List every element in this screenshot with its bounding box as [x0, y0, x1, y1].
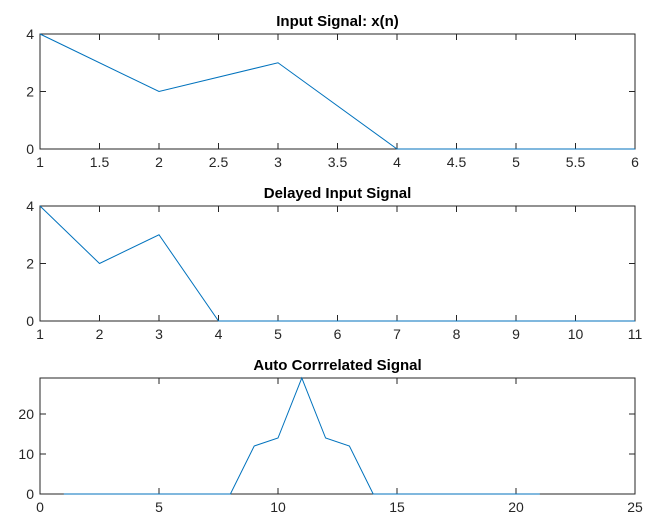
x-tick-label: 4: [215, 326, 223, 342]
y-tick-label: 0: [26, 486, 34, 502]
axes-box: [40, 34, 635, 149]
x-tick-label: 2: [96, 326, 104, 342]
x-tick-label: 0: [36, 499, 44, 515]
x-tick-label: 6: [334, 326, 342, 342]
y-tick-label: 10: [18, 446, 34, 462]
x-tick-label: 2.5: [209, 154, 229, 170]
y-tick-label: 0: [26, 313, 34, 329]
y-tick-label: 2: [26, 256, 34, 272]
axes-box: [40, 378, 635, 494]
x-tick-label: 5: [155, 499, 163, 515]
x-tick-label: 1: [36, 154, 44, 170]
x-tick-label: 2: [155, 154, 163, 170]
x-tick-label: 1: [36, 326, 44, 342]
x-tick-label: 20: [508, 499, 524, 515]
y-tick-label: 4: [26, 198, 34, 214]
y-tick-label: 4: [26, 26, 34, 42]
x-tick-label: 25: [627, 499, 643, 515]
chart-title: Input Signal: x(n): [276, 13, 398, 30]
x-tick-label: 3: [155, 326, 163, 342]
x-tick-label: 9: [512, 326, 520, 342]
x-tick-label: 3: [274, 154, 282, 170]
x-tick-label: 10: [270, 499, 286, 515]
subplot-1: Input Signal: x(n) 1 1.5 2 2.5 3 3.5 4 4.5 5 5.5 6 0…: [26, 13, 639, 170]
y-tick-label: 20: [18, 406, 34, 422]
x-tick-label: 7: [393, 326, 401, 342]
x-tick-label: 3.5: [328, 154, 348, 170]
subplot-3: Auto Corrrelated Signal 0 5 10 15 20 25 0 10 20: [18, 357, 643, 515]
x-tick-label: 8: [453, 326, 461, 342]
y-tick-label: 2: [26, 84, 34, 100]
y-tick-label: 0: [26, 141, 34, 157]
x-tick-label: 5.5: [566, 154, 586, 170]
x-tick-label: 11: [628, 326, 643, 342]
x-tick-label: 1.5: [90, 154, 110, 170]
axes-box: [40, 206, 635, 321]
x-tick-label: 6: [631, 154, 639, 170]
x-tick-label: 15: [389, 499, 405, 515]
subplot-2: Delayed Input Signal 1 2 3 4 5 6 7 8 9 10 11 0 2 4: [26, 185, 642, 342]
x-tick-label: 5: [274, 326, 282, 342]
x-tick-label: 4: [393, 154, 401, 170]
chart-title: Delayed Input Signal: [264, 185, 412, 202]
x-tick-label: 5: [512, 154, 520, 170]
chart-title: Auto Corrrelated Signal: [253, 357, 421, 374]
x-tick-label: 10: [568, 326, 584, 342]
x-tick-label: 4.5: [447, 154, 467, 170]
